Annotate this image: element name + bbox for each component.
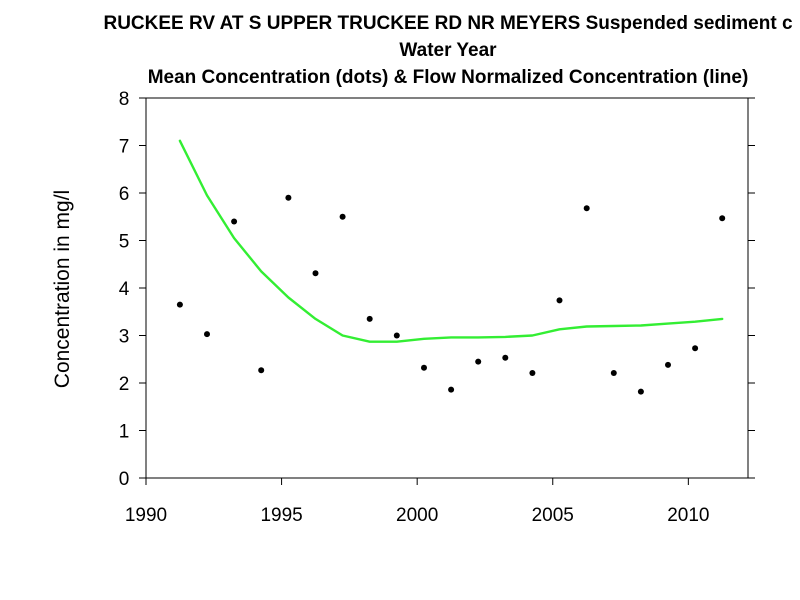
mean-concentration-point xyxy=(366,315,373,322)
mean-concentration-point xyxy=(339,213,346,220)
mean-concentration-point xyxy=(610,370,617,376)
x-tick-label: 2010 xyxy=(667,505,709,526)
y-tick-label: 7 xyxy=(119,137,130,158)
mean-concentration-point xyxy=(692,345,699,352)
mean-concentration-point xyxy=(231,218,238,225)
y-tick-label: 6 xyxy=(119,184,130,205)
x-tick-label: 2005 xyxy=(532,505,574,526)
mean-concentration-point xyxy=(448,386,455,393)
mean-concentration-point xyxy=(393,332,400,339)
chart-title: RUCKEE RV AT S UPPER TRUCKEE RD NR MEYER… xyxy=(103,13,792,34)
mean-concentration-point xyxy=(637,388,644,395)
x-tick-label: 1990 xyxy=(125,505,167,526)
chart-subtitle-2: Mean Concentration (dots) & Flow Normali… xyxy=(148,67,749,88)
x-tick-label: 2000 xyxy=(396,505,438,526)
y-tick-label: 2 xyxy=(119,374,130,395)
series-layer xyxy=(176,139,726,395)
mean-concentration-point xyxy=(556,297,563,304)
mean-concentration-point xyxy=(529,370,536,376)
mean-concentration-point xyxy=(475,358,482,365)
x-axis: 1990 1995 2000 2005 2010 xyxy=(125,478,709,526)
chart-subtitle: Water Year xyxy=(399,40,497,61)
mean-concentration-point xyxy=(258,367,265,374)
y-tick-label: 3 xyxy=(119,327,130,348)
y-tick-label: 1 xyxy=(119,422,130,443)
mean-concentration-point xyxy=(719,215,726,222)
flow-normalized-concentration-line xyxy=(178,139,724,343)
mean-concentration-point xyxy=(665,361,671,368)
mean-concentration-point xyxy=(421,364,427,371)
plot-area-frame xyxy=(145,97,749,479)
mean-concentration-point xyxy=(285,194,292,201)
mean-concentration-point xyxy=(204,331,210,338)
y-axis-label: Concentration in mg/l xyxy=(51,190,74,388)
mean-concentration-point xyxy=(312,270,319,277)
mean-concentration-point xyxy=(176,301,183,308)
y-axis: 0 1 2 3 4 5 6 7 8 xyxy=(119,89,755,490)
mean-concentration-point xyxy=(502,354,509,361)
mean-concentration-point xyxy=(583,205,590,212)
y-tick-label: 8 xyxy=(119,89,130,110)
x-tick-label: 1995 xyxy=(260,505,302,526)
y-tick-label: 0 xyxy=(119,469,130,490)
y-tick-label: 4 xyxy=(119,279,130,300)
y-tick-label: 5 xyxy=(119,232,130,253)
